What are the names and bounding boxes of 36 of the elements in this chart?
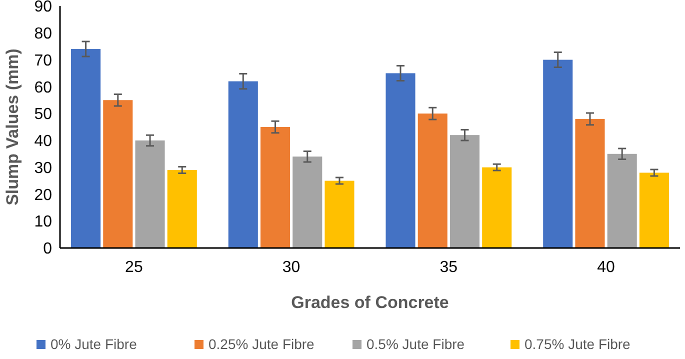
legend-label: 0.75% Jute Fibre <box>524 336 631 352</box>
y-axis-title: Slump Values (mm) <box>3 48 22 206</box>
bar <box>450 135 480 248</box>
y-tick-label: 0 <box>43 240 52 258</box>
y-tick-label: 30 <box>34 160 52 177</box>
bar <box>607 154 637 248</box>
bar <box>292 156 322 248</box>
x-tick-label: 25 <box>125 259 143 276</box>
y-tick-label: 70 <box>34 52 52 70</box>
bar <box>482 167 512 248</box>
y-tick-label: 50 <box>34 106 52 124</box>
x-tick-label: 35 <box>440 259 458 276</box>
y-tick-label: 80 <box>34 25 52 42</box>
bar <box>167 170 197 248</box>
x-tick-label: 40 <box>597 259 616 276</box>
x-axis-title: Grades of Concrete <box>291 293 449 312</box>
bar <box>71 49 101 248</box>
bar <box>135 140 165 248</box>
bar <box>386 73 416 248</box>
y-tick-label: 40 <box>34 133 52 150</box>
bar <box>103 100 133 248</box>
bar <box>543 60 573 248</box>
x-tick-label: 30 <box>282 259 300 276</box>
y-tick-label: 20 <box>34 186 52 204</box>
y-tick-label: 60 <box>34 79 52 96</box>
bar <box>324 180 354 248</box>
bar <box>418 114 448 248</box>
y-tick-label: 10 <box>34 214 52 231</box>
bar <box>260 127 290 248</box>
legend-label: 0% Jute Fibre <box>50 336 138 352</box>
bar <box>228 81 258 248</box>
bar <box>639 172 669 248</box>
legend-label: 0.5% Jute Fibre <box>366 336 465 352</box>
bar <box>575 118 605 248</box>
y-tick-label: 90 <box>34 0 52 16</box>
legend-label: 0.25% Jute Fibre <box>208 336 315 352</box>
